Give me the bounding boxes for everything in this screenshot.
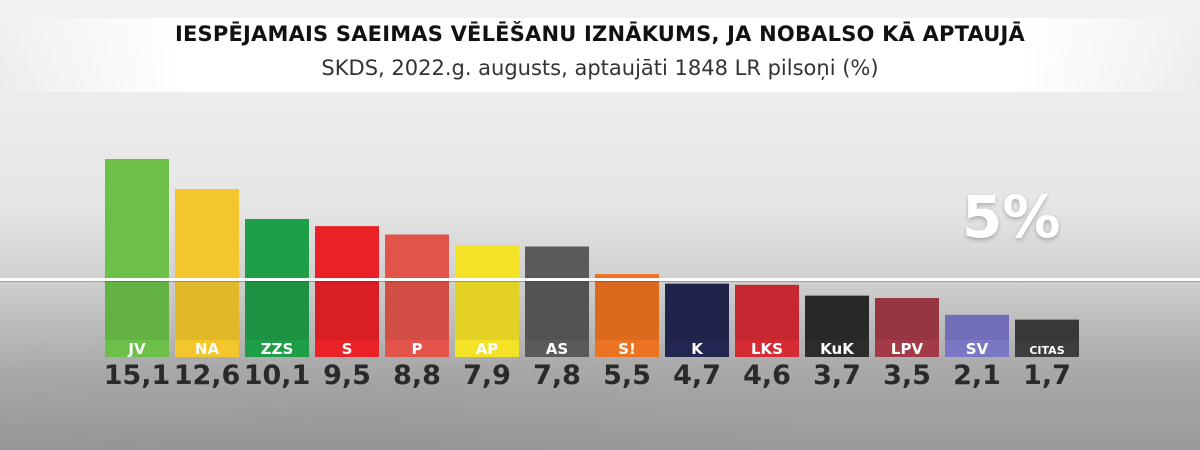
bar-lpv [875,298,939,340]
bar-k [665,283,729,340]
category-band-as [525,340,589,357]
bar-shade-kuk [805,295,869,340]
category-label-s: S [342,340,353,358]
bar-shade-p [385,280,449,340]
value-label-as: 7,8 [533,360,581,391]
category-label-citas: CITAS [1029,344,1064,357]
bar-shade-ap [455,280,519,340]
category-band-zzs [245,340,309,357]
threshold-line [0,278,1200,282]
category-label-s: S! [618,340,636,358]
value-label-k: 4,7 [673,360,721,391]
category-band-sv [945,340,1009,357]
category-label-sv: SV [966,340,989,358]
category-band-kuk [805,340,869,357]
category-label-lks: LKS [751,340,783,358]
category-band-ap [455,340,519,357]
category-band-lpv [875,340,939,357]
bar-shade-sv [945,314,1009,340]
category-label-lpv: LPV [891,340,924,358]
bar-s [315,226,379,340]
threshold-label: 5% [962,183,1061,251]
category-label-jv: JV [127,340,146,358]
bar-s [595,274,659,340]
category-band-lks [735,340,799,357]
value-label-s: 5,5 [603,360,651,391]
category-band-citas [1015,340,1079,357]
chart-title: IESPĒJAMAIS SAEIMAS VĒLĒŠANU IZNĀKUMS, J… [174,22,1025,46]
category-label-na: NA [195,340,220,358]
bar-shade-s [315,280,379,340]
channel-dots-icon [1030,45,1060,64]
bar-shade-lpv [875,298,939,340]
bar-lks [735,284,799,340]
bar-ap [455,245,519,340]
value-label-s: 9,5 [323,360,371,391]
category-band-k [665,340,729,357]
value-label-p: 8,8 [393,360,441,391]
category-label-as: AS [546,340,568,358]
value-label-na: 12,6 [174,360,241,391]
bar-shade-k [665,283,729,340]
bar-citas [1015,319,1079,340]
bar-shade-as [525,280,589,340]
bar-na [175,188,239,340]
threshold-line-shadow [0,281,1200,283]
value-label-kuk: 3,7 [813,360,861,391]
value-label-zzs: 10,1 [244,360,311,391]
category-label-k: K [691,340,704,358]
value-label-lks: 4,6 [743,360,791,391]
category-band-na [175,340,239,357]
title-band [0,18,1200,92]
value-label-jv: 15,1 [104,360,171,391]
value-label-sv: 2,1 [953,360,1001,391]
bar-jv [105,159,169,340]
category-label-p: P [412,340,423,358]
bar-as [525,246,589,340]
chart-subtitle: SKDS, 2022.g. augusts, aptaujāti 1848 LR… [321,56,879,80]
bar-shade-na [175,280,239,340]
category-band-s [595,340,659,357]
value-label-citas: 1,7 [1023,360,1071,391]
bar-shade-lks [735,284,799,340]
category-label-kuk: KuK [820,340,855,358]
bar-shade-jv [105,280,169,340]
bar-shade-zzs [245,280,309,340]
category-band-jv [105,340,169,357]
category-band-s [315,340,379,357]
bar-shade-citas [1015,319,1079,340]
category-band-p [385,340,449,357]
bar-sv [945,314,1009,340]
value-label-ap: 7,9 [463,360,511,391]
category-label-zzs: ZZS [261,340,294,358]
bar-p [385,234,449,340]
bar-shade-s [595,280,659,340]
category-label-ap: AP [476,340,499,358]
bar-kuk [805,295,869,340]
value-label-lpv: 3,5 [883,360,931,391]
